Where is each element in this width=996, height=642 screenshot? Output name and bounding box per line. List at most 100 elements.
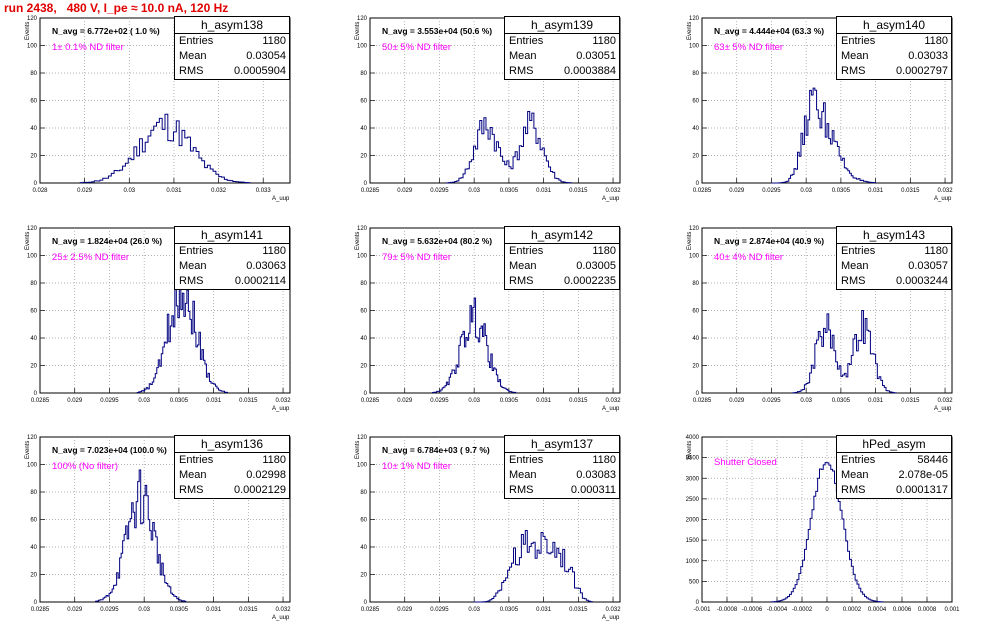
- x-axis-label: A_uup: [272, 196, 290, 202]
- y-tick-label: 0: [364, 181, 368, 187]
- x-tick-label: 0.0305: [832, 188, 851, 194]
- y-axis-label: Events: [25, 231, 31, 250]
- stats-label: Entries: [179, 454, 214, 466]
- stats-label: RMS: [179, 275, 204, 287]
- x-tick-label: 0.0008: [918, 607, 937, 613]
- stats-label: Entries: [509, 245, 544, 257]
- y-tick-label: 80: [360, 281, 367, 287]
- stats-row-rms: RMS 0.0005904: [175, 64, 289, 79]
- stats-row-rms: RMS 0.0002797: [837, 64, 951, 79]
- histogram-series: [770, 462, 884, 603]
- x-tick-label: 0.031: [166, 188, 182, 194]
- y-tick-label: 20: [692, 364, 699, 370]
- y-tick-label: 120: [357, 435, 368, 441]
- y-axis-label: Events: [25, 440, 31, 459]
- stats-value: 58446: [917, 454, 948, 466]
- stats-label: RMS: [179, 65, 204, 77]
- y-tick-label: 500: [689, 579, 700, 585]
- stats-value: 0.0003244: [896, 275, 948, 287]
- filter-label: 10± 1% ND filter: [382, 461, 452, 472]
- x-tick-label: 0.0315: [569, 607, 588, 613]
- stats-value: 0.0005904: [234, 65, 286, 77]
- histogram-series: [473, 530, 593, 603]
- y-axis-label: Events: [25, 21, 31, 40]
- x-tick-label: 0.0315: [239, 398, 258, 404]
- stats-box: h_asym143 Entries 1180 Mean 0.03057 RMS …: [836, 226, 952, 290]
- x-tick-label: 0.0285: [361, 398, 380, 404]
- x-tick-label: 0.0315: [239, 607, 258, 613]
- histogram-pad-hPed_asym: -0.001 -0.0008 -0.0006 -0.0004 -0.0002 0 0.000…: [662, 435, 962, 642]
- x-tick-label: 0.029: [729, 398, 745, 404]
- x-tick-label: 0.031: [868, 398, 884, 404]
- stats-value: 0.03083: [576, 469, 616, 481]
- stats-box: h_asym141 Entries 1180 Mean 0.03063 RMS …: [174, 226, 290, 290]
- y-tick-label: 60: [30, 518, 37, 524]
- y-tick-label: 120: [27, 435, 38, 441]
- stats-row-entries: Entries 1180: [505, 453, 619, 468]
- stats-label: RMS: [179, 484, 204, 496]
- stats-row-rms: RMS 0.0003884: [505, 64, 619, 79]
- histogram-series: [770, 87, 877, 184]
- stats-row-mean: Mean 0.03054: [175, 49, 289, 64]
- y-tick-label: 40: [30, 336, 37, 342]
- x-tick-label: 0.0006: [893, 607, 912, 613]
- histogram-pad-h_asym138: 0.028 0.029 0.03 0.031 0.032 0.033 0 20 40 60 80 10…: [0, 16, 300, 223]
- y-tick-label: 80: [30, 71, 37, 77]
- x-axis-label: A_uup: [934, 196, 952, 202]
- stats-title: h_asym139: [505, 17, 619, 34]
- x-tick-label: 0.03: [468, 607, 480, 613]
- x-tick-label: 0.031: [536, 607, 552, 613]
- stats-value: 0.02998: [246, 469, 286, 481]
- stats-row-entries: Entries 1180: [837, 34, 951, 49]
- stats-row-entries: Entries 1180: [505, 34, 619, 49]
- y-tick-label: 0: [34, 391, 38, 397]
- y-tick-label: 40: [360, 336, 367, 342]
- histogram-pad-h_asym141: 0.0285 0.029 0.0295 0.03 0.0305 0.031 0.0315 0.…: [0, 226, 300, 433]
- x-tick-label: -0.0006: [742, 607, 763, 613]
- y-tick-label: 80: [30, 281, 37, 287]
- stats-title: h_asym142: [505, 227, 619, 244]
- x-tick-label: 0: [825, 607, 829, 613]
- x-tick-label: 0.032: [276, 607, 292, 613]
- stats-label: Mean: [841, 260, 869, 272]
- stats-label: Mean: [841, 469, 869, 481]
- histogram-series: [79, 113, 251, 184]
- histogram-plot: 0.028 0.029 0.03 0.031 0.032 0.033 0 20 40 60 80 10…: [27, 16, 291, 194]
- x-axis-label: A_uup: [934, 406, 952, 412]
- run-title: run 2438, 480 V, I_pe ≈ 10.0 nA, 120 Hz: [4, 1, 229, 15]
- stats-title: h_asym136: [175, 436, 289, 453]
- stats-label: Entries: [179, 35, 214, 47]
- stats-label: Entries: [841, 454, 876, 466]
- x-tick-label: 0.029: [729, 188, 745, 194]
- stats-row-rms: RMS 0.000311: [505, 483, 619, 498]
- stats-box: h_asym138 Entries 1180 Mean 0.03054 RMS …: [174, 16, 290, 80]
- y-axis-label: Events: [687, 21, 693, 40]
- y-tick-label: 60: [30, 99, 37, 105]
- stats-value: 0.03057: [908, 260, 948, 272]
- x-axis-label: A_uup: [602, 196, 620, 202]
- stats-box: hPed_asym Entries 58446 Mean 2.078e-05 R…: [836, 435, 952, 499]
- stats-row-rms: RMS 0.0003244: [837, 274, 951, 289]
- filter-label: 63± 5% ND filter: [714, 42, 784, 53]
- y-tick-label: 100: [27, 463, 38, 469]
- y-tick-label: 40: [360, 126, 367, 132]
- y-tick-label: 0: [696, 391, 700, 397]
- x-tick-label: 0.0285: [361, 607, 380, 613]
- stats-row-entries: Entries 1180: [175, 244, 289, 259]
- stats-row-mean: Mean 0.02998: [175, 468, 289, 483]
- y-tick-label: 80: [360, 71, 367, 77]
- stats-label: Entries: [509, 454, 544, 466]
- y-tick-label: 2500: [686, 497, 700, 503]
- stats-label: Mean: [841, 50, 869, 62]
- stats-box: h_asym137 Entries 1180 Mean 0.03083 RMS …: [504, 435, 620, 499]
- filter-label: Shutter Closed: [714, 457, 777, 468]
- y-tick-label: 120: [357, 226, 368, 232]
- x-tick-label: 0.031: [206, 398, 222, 404]
- y-tick-label: 0: [364, 391, 368, 397]
- y-tick-label: 20: [360, 154, 367, 160]
- stats-row-entries: Entries 1180: [837, 244, 951, 259]
- navg-label: N_avg = 2.874e+04 (40.9 %): [714, 236, 825, 246]
- stats-row-entries: Entries 1180: [505, 244, 619, 259]
- stats-label: RMS: [509, 275, 534, 287]
- stats-row-rms: RMS 0.0002114: [175, 274, 289, 289]
